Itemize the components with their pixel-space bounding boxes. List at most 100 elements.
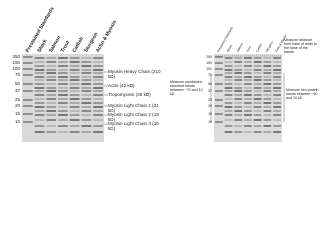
gel-band	[69, 83, 80, 85]
gel-band	[46, 76, 57, 78]
gel-band	[93, 87, 103, 89]
gel-band	[263, 131, 272, 133]
gel-band	[46, 102, 57, 104]
gel-band	[263, 102, 272, 104]
gel-band	[263, 83, 272, 85]
gel-band	[69, 106, 80, 108]
label-box: Myosin Light Chain 1 (21 kD)	[108, 103, 159, 113]
gel-band	[215, 68, 223, 70]
gel-band	[58, 79, 68, 81]
gel-band	[34, 102, 45, 104]
gel-band	[58, 110, 68, 112]
gel-band	[34, 98, 45, 100]
gel-band	[234, 69, 243, 71]
gel-band	[244, 125, 252, 127]
gel-band	[234, 83, 243, 85]
gel-band	[253, 110, 262, 112]
gel-band	[46, 61, 57, 63]
label: Myosin Heavy Chain (210 kD)	[108, 69, 161, 80]
gel-band	[93, 98, 103, 100]
marker-label: 150	[12, 60, 20, 65]
gel-band	[58, 61, 68, 63]
gel-band	[93, 90, 103, 92]
gel-band	[253, 83, 262, 85]
label-box: Tropomyosin (35 kD)	[108, 92, 151, 97]
gel-band	[244, 76, 252, 78]
gel-band	[69, 76, 80, 78]
gel-band	[253, 69, 262, 71]
lane-label: Shark	[226, 44, 234, 53]
gel-band	[23, 62, 33, 64]
gel-band	[23, 68, 33, 70]
gel-band	[224, 119, 233, 121]
marker-label: 25	[208, 98, 212, 102]
gel-band	[263, 125, 272, 127]
gel-band	[69, 125, 80, 127]
gel-band	[93, 119, 103, 121]
gel-band	[93, 61, 103, 63]
gel-band	[273, 61, 281, 63]
label-box: Actin (42 kD)	[108, 83, 135, 88]
gel-band	[234, 65, 243, 67]
gel-band	[81, 72, 92, 74]
gel-band	[253, 76, 262, 78]
gel-band	[58, 83, 68, 85]
marker-label: 15	[15, 111, 21, 116]
gel-band	[69, 114, 80, 116]
gel-band	[69, 72, 80, 74]
page: Prestained Standards Shark Salmon Trout Catf…	[12, 5, 319, 142]
gel-band	[23, 99, 33, 101]
marker-label: 250	[206, 55, 212, 59]
gel-band	[273, 110, 281, 112]
gel-band	[93, 106, 103, 108]
gel-band	[69, 65, 80, 67]
gel-band	[69, 131, 80, 133]
gel-band	[46, 98, 57, 100]
gel-band	[69, 90, 80, 92]
gel-band	[234, 106, 243, 108]
gel-band	[46, 110, 57, 112]
gel-band	[253, 106, 262, 108]
gel-band	[81, 87, 92, 89]
gel-band	[93, 102, 103, 104]
marker-label: 10	[15, 119, 21, 124]
marker-label: 20	[15, 103, 21, 108]
marker-label: 75	[208, 73, 212, 77]
gel-band	[215, 121, 223, 123]
gel-band	[58, 114, 68, 116]
gel-band	[69, 119, 80, 121]
gel-band	[263, 119, 272, 121]
gel-band	[244, 61, 252, 63]
gel-band	[23, 105, 33, 107]
gel-band	[93, 57, 103, 59]
gel-band	[224, 94, 233, 96]
gel-band	[253, 87, 262, 89]
gel-band	[224, 131, 233, 133]
gel-band	[244, 94, 252, 96]
lane-label: Salmon	[235, 42, 244, 53]
gel-band	[215, 83, 223, 85]
marker-label: 50	[15, 81, 21, 86]
gel-band	[34, 83, 45, 85]
gel-band	[69, 79, 80, 81]
gel-band	[34, 87, 45, 89]
label-box: Myosin Light Chain 3 (16 kD)	[108, 121, 159, 131]
gel-band	[244, 114, 252, 116]
gel-band	[224, 76, 233, 78]
gel-band	[23, 74, 33, 76]
gel-band	[58, 76, 68, 78]
gel-band	[69, 94, 80, 96]
gel-band	[244, 106, 252, 108]
label: Tropomyosin (35 kD)	[108, 92, 151, 97]
gel-band	[263, 110, 272, 112]
gel-band	[81, 110, 92, 112]
gel-band	[58, 94, 68, 96]
gel-band	[46, 94, 57, 96]
marker-label: 100	[206, 67, 212, 71]
gel-band	[224, 90, 233, 92]
gel-band	[81, 102, 92, 104]
marker-label: 100	[12, 66, 20, 71]
gel-band	[81, 61, 92, 63]
gel-band	[46, 131, 57, 133]
gel-band	[46, 90, 57, 92]
